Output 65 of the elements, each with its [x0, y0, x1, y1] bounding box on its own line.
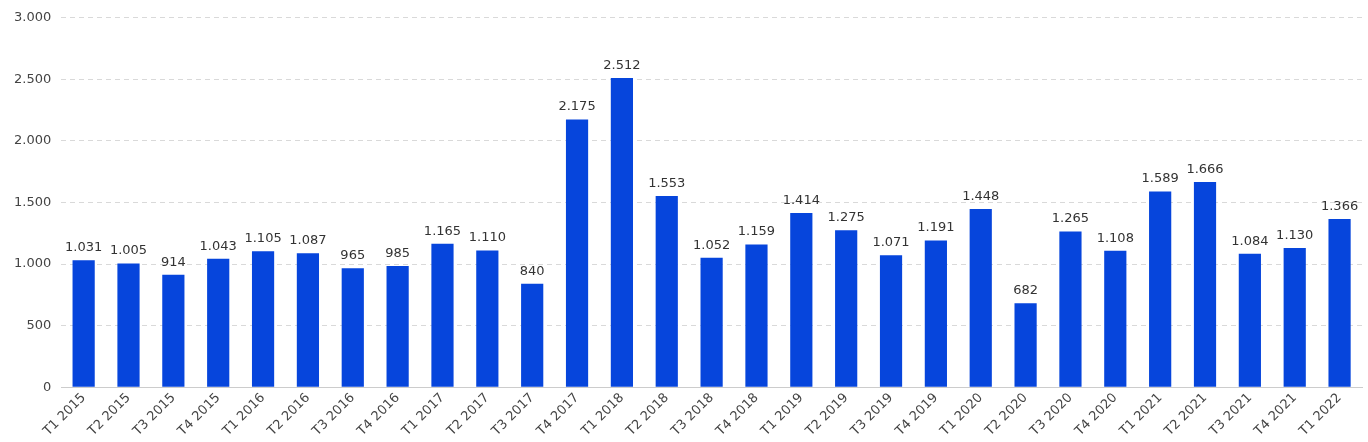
- data-label: 2.512: [603, 56, 641, 72]
- data-label: 1.031: [65, 239, 103, 255]
- data-label: 1.071: [872, 234, 910, 250]
- data-label: 1.275: [827, 209, 865, 225]
- bar: [879, 255, 903, 387]
- bar: [924, 240, 947, 387]
- bar: [655, 195, 678, 387]
- bar: [521, 283, 544, 387]
- y-tick-label: 2.500: [14, 70, 52, 86]
- data-label: 1.589: [1141, 170, 1179, 186]
- bar: [207, 258, 230, 387]
- bar: [1059, 231, 1082, 387]
- y-tick-label: 1.500: [14, 193, 52, 209]
- bar: [431, 243, 454, 387]
- data-label: 1.165: [423, 222, 462, 238]
- y-tick-label: 2.000: [14, 132, 52, 148]
- data-label: 1.005: [109, 242, 148, 258]
- y-tick-label: 500: [26, 317, 52, 332]
- data-label: 914: [160, 253, 186, 269]
- bar: [341, 268, 364, 387]
- bar: [386, 265, 409, 387]
- data-label: 1.052: [693, 236, 731, 252]
- bar: [700, 257, 723, 387]
- bar: [1283, 248, 1306, 387]
- data-label: 1.108: [1096, 229, 1134, 245]
- data-label: 1.414: [782, 191, 820, 207]
- bar: [969, 208, 992, 387]
- data-label: 1.130: [1276, 226, 1314, 242]
- data-label: 1.366: [1320, 197, 1359, 213]
- data-label: 1.105: [244, 230, 282, 246]
- data-label: 1.084: [1231, 232, 1269, 248]
- y-tick-label: 0: [42, 378, 52, 394]
- bar: [1238, 253, 1261, 387]
- data-label: 965: [340, 247, 366, 263]
- bar: [1149, 191, 1172, 387]
- data-label: 1.191: [917, 219, 955, 235]
- bar: [1014, 303, 1037, 387]
- data-label: 1.043: [199, 237, 237, 253]
- bar: [117, 263, 140, 387]
- data-label: 1.448: [962, 187, 1000, 203]
- bar: [1328, 218, 1351, 387]
- data-label: 985: [385, 244, 411, 260]
- data-label: 2.175: [558, 98, 596, 114]
- data-label: 840: [519, 262, 545, 278]
- data-label: 1.087: [289, 232, 327, 248]
- bar: [296, 253, 320, 387]
- bar: [251, 251, 275, 387]
- data-label: 1.553: [648, 174, 686, 190]
- bar: [162, 274, 185, 387]
- data-label: 682: [1013, 282, 1038, 298]
- bar: [745, 244, 768, 387]
- bar: [1193, 182, 1217, 387]
- y-tick-label: 1.000: [14, 255, 52, 271]
- data-label: 1.110: [468, 229, 506, 245]
- data-label: 1.159: [737, 223, 776, 239]
- bar: [790, 213, 813, 387]
- bar: [1104, 250, 1127, 387]
- data-label: 1.265: [1051, 210, 1090, 226]
- data-label: 1.666: [1186, 160, 1224, 176]
- bar: [565, 119, 589, 387]
- y-tick-label: 3.000: [14, 9, 52, 25]
- bar: [72, 260, 95, 387]
- bar: [476, 250, 499, 387]
- bar: [610, 77, 633, 387]
- bar: [835, 230, 858, 387]
